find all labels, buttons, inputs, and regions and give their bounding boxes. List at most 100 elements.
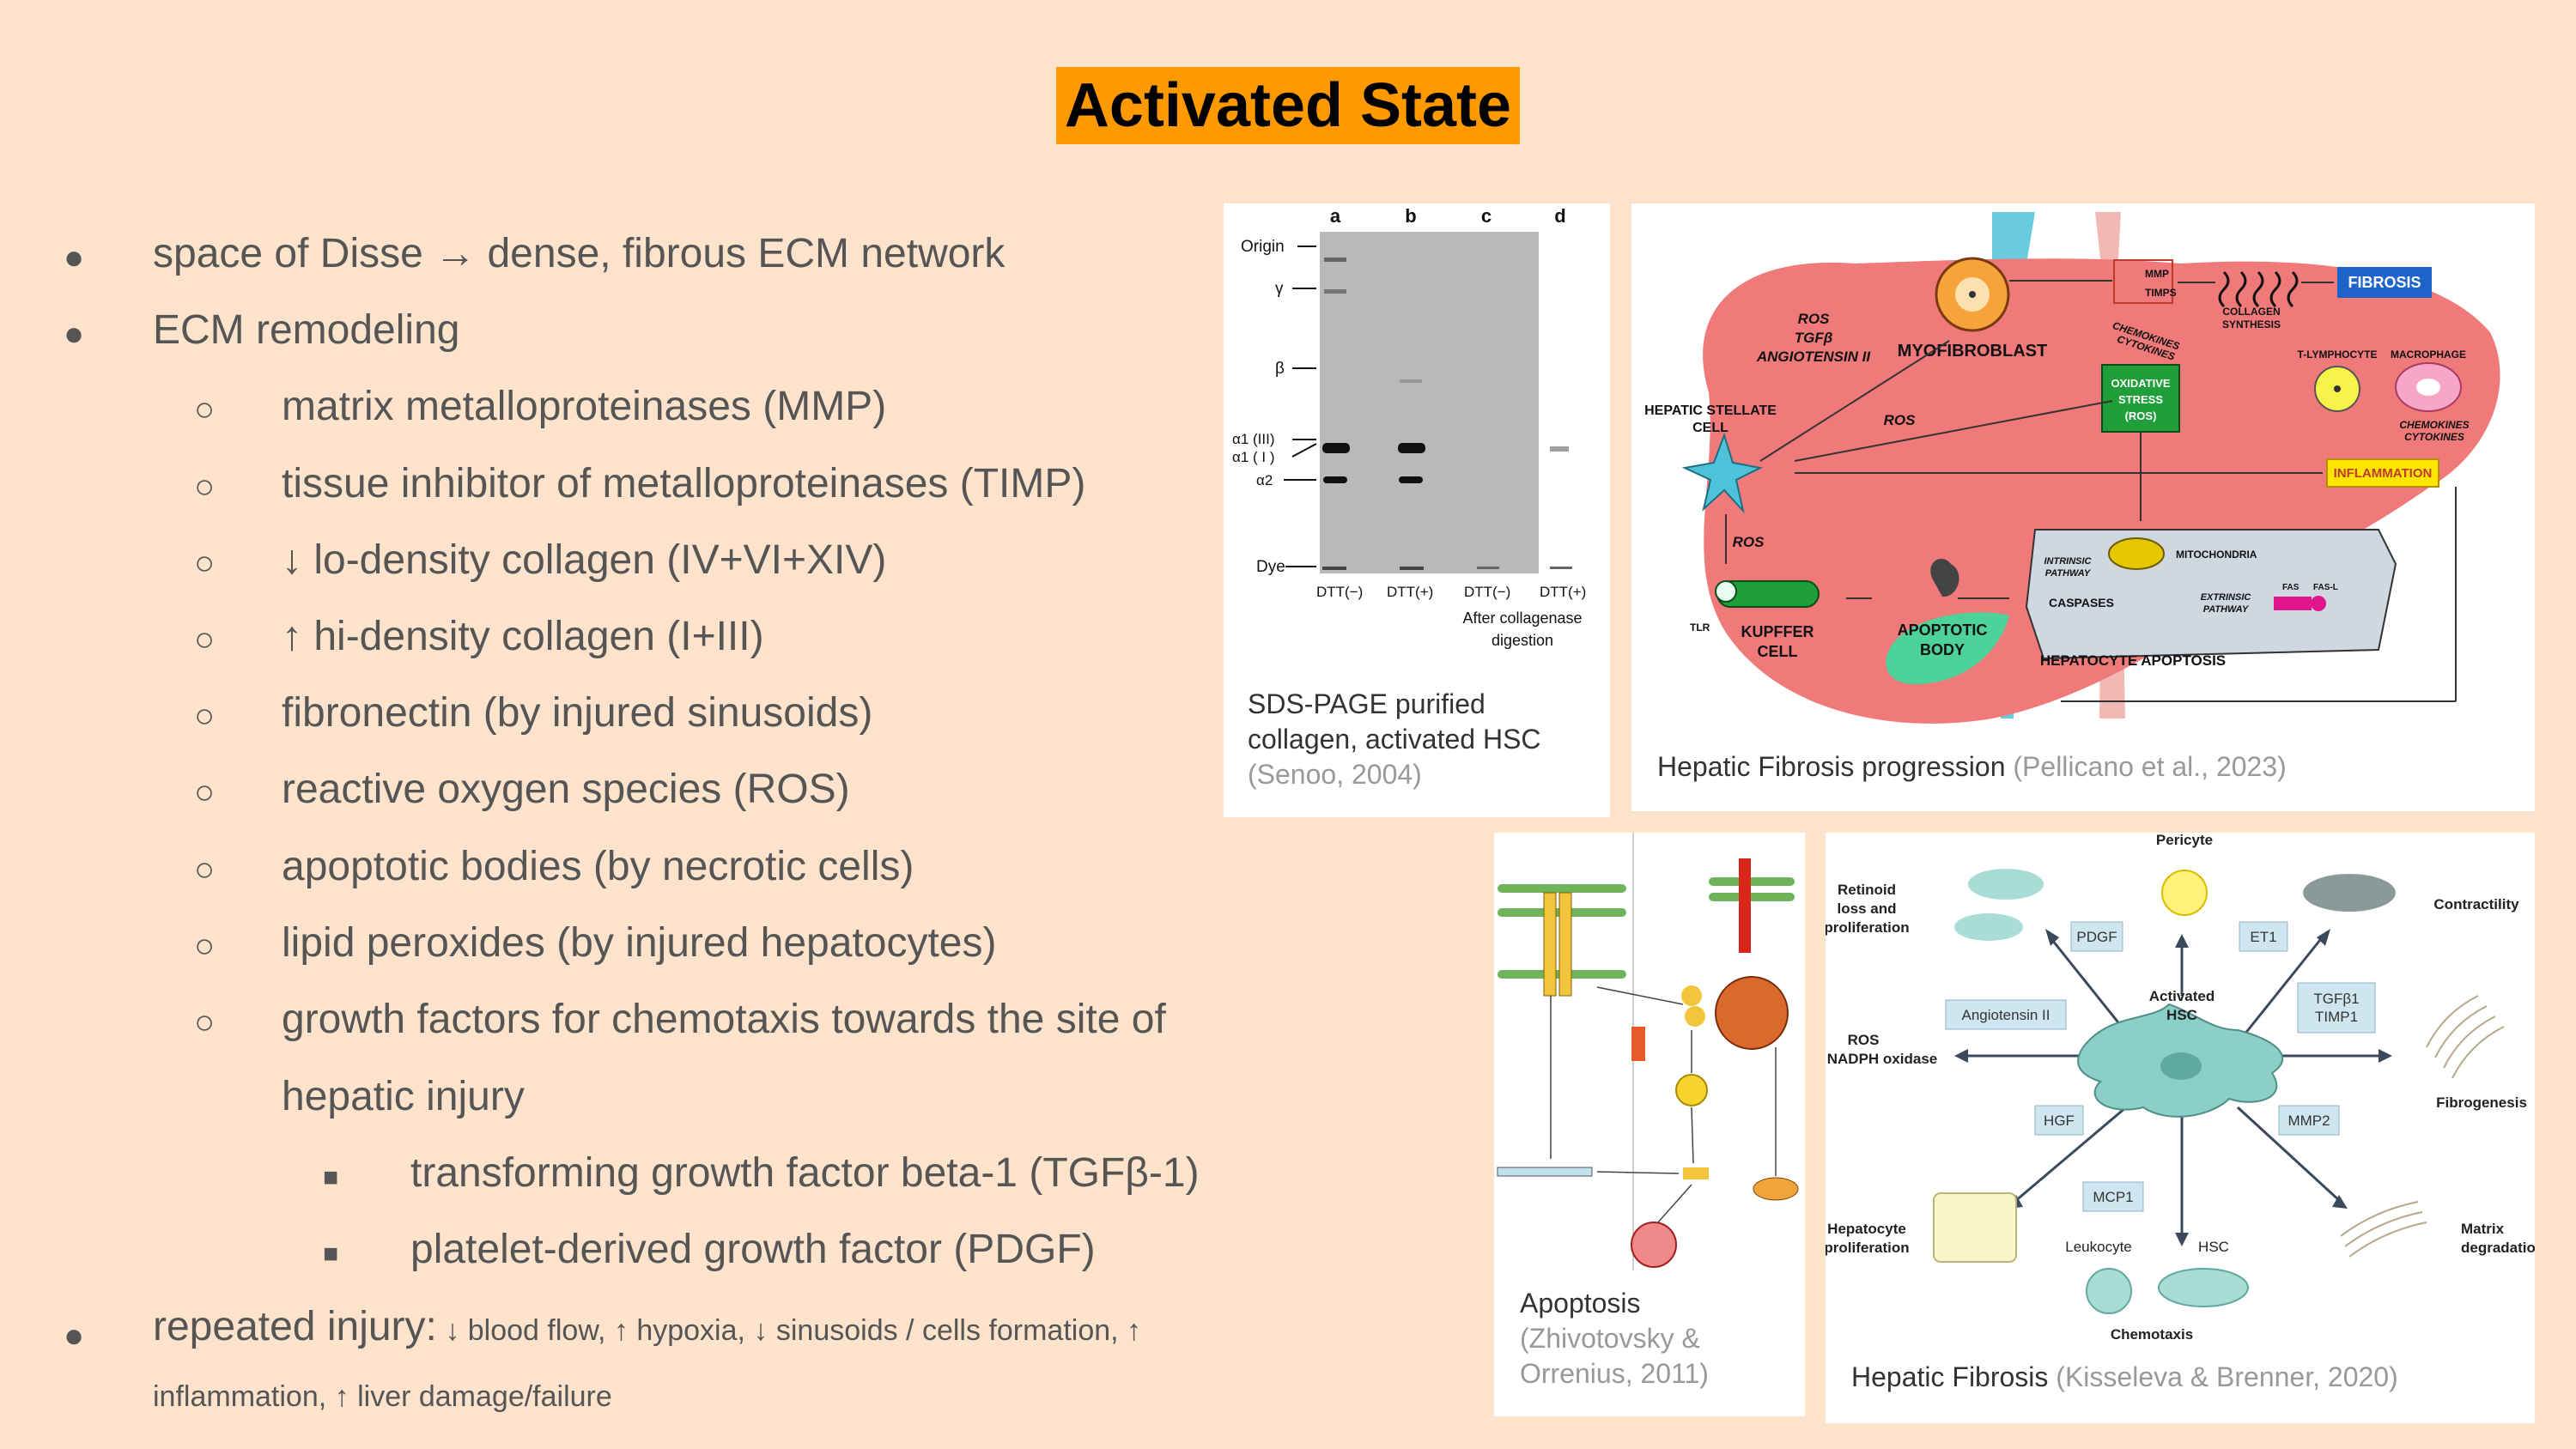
- angiotensin-tag: [1945, 999, 2067, 1030]
- hepatocyte-icon: [1933, 1192, 2017, 1263]
- mitochondrion-icon: [1715, 976, 1789, 1050]
- gel-row-label: α2: [1256, 472, 1273, 488]
- label-fasl: FAS-L: [2313, 583, 2338, 592]
- death-substrates: [1497, 1167, 1593, 1177]
- gel-row-label: γ: [1275, 280, 1284, 298]
- bullet-circle-icon: ○: [194, 621, 216, 658]
- label-cytokines: CYTOKINES: [2404, 431, 2464, 443]
- bullet-circle-icon: ○: [194, 927, 216, 965]
- bullet-list: ● space of Disse → dense, fibrous ECM ne…: [0, 0, 1219, 1449]
- hepatic-stellate-cell: [1681, 432, 1764, 514]
- lane-condition-label: DTT(+): [1387, 584, 1433, 600]
- label-timps: TIMPS: [2145, 287, 2177, 299]
- label-chemotaxis: Chemotaxis: [2111, 1326, 2193, 1343]
- bullet-disc-icon: ●: [64, 315, 85, 353]
- gel-arrows: [1284, 246, 1317, 567]
- sub-bullet-item: matrix metalloproteinases (MMP): [282, 384, 887, 429]
- hsc-figure-card: Activated HSC Pericyte Retinoid loss and…: [1824, 832, 2544, 1423]
- label-intrinsic: INTRINSIC: [2044, 556, 2093, 567]
- sub-bullet-item: ↓ lo-density collagen (IV+VI+XIV): [282, 537, 887, 583]
- collagen-fibers-icon: [2218, 270, 2299, 308]
- apoptosis-citation: (Zhivotovsky &: [1520, 1322, 1700, 1354]
- label-oxidative: (ROS): [2125, 409, 2157, 422]
- label-mmp: MMP: [2145, 268, 2169, 280]
- death-receptor: [1543, 892, 1557, 997]
- bullet-circle-icon: ○: [194, 773, 216, 811]
- sub-bullet-item: reactive oxygen species (ROS): [282, 767, 850, 812]
- hsc-arrowheads: [1954, 929, 2392, 1246]
- lane-label: d: [1554, 205, 1565, 227]
- bullet-circle-icon: ○: [194, 851, 216, 888]
- hsc-citation: (Kisseleva & Brenner, 2020): [2056, 1361, 2398, 1392]
- bullet-circle-icon: ○: [194, 544, 216, 582]
- label-myofibroblast: MYOFIBROBLAST: [1898, 342, 2047, 361]
- lane-label: b: [1405, 205, 1416, 227]
- label-hsc: CELL: [1692, 421, 1728, 435]
- label-hgf: HGF: [2044, 1113, 2075, 1129]
- lane-label: a: [1330, 205, 1341, 227]
- label-kupffer: CELL: [1758, 643, 1798, 660]
- gel-figure-card: a b c d Origin γ β α1 (III) α1 ( I ) α2 …: [1224, 203, 1610, 817]
- gel-note: After collagenase: [1462, 609, 1582, 627]
- sub-bullet-item: apoptotic bodies (by necrotic cells): [282, 844, 914, 889]
- label-hsc-small: HSC: [2198, 1239, 2229, 1255]
- inflammation-box: [2326, 458, 2439, 488]
- label-activated-hsc: Activated: [2149, 988, 2215, 1004]
- liver-figure-card: MYOFIBROBLAST ROS TGFβ ANGIOTENSIN II RO…: [1631, 203, 2535, 811]
- lane-condition-label: DTT(−): [1316, 584, 1363, 600]
- label-et1: ET1: [2250, 929, 2276, 945]
- pdgf-tag: [2070, 921, 2123, 952]
- sub-bullet-item: growth factors for chemotaxis towards th…: [282, 997, 1166, 1042]
- sub-sub-bullet-item: platelet-derived growth factor (PDGF): [410, 1227, 1096, 1272]
- membrane-beads: [1498, 877, 1795, 979]
- gel-image: a b c d Origin γ β α1 (III) α1 ( I ) α2 …: [1232, 205, 1586, 649]
- label-extrinsic: PATHWAY: [2203, 604, 2250, 615]
- label-oxidative: STRESS: [2118, 393, 2163, 406]
- gel-bands: [1322, 258, 1572, 570]
- mmp2-tag: [2278, 1105, 2340, 1136]
- label-activated-hsc: HSC: [2166, 1007, 2197, 1023]
- fas-ligand: [2311, 596, 2326, 611]
- et1-tag: [2239, 921, 2288, 952]
- bullet-circle-icon: ○: [194, 697, 216, 735]
- bullet-item: space of Disse → dense, fibrous ECM netw…: [153, 231, 1005, 276]
- label-t-lymphocyte: T-LYMPHOCYTE: [2298, 349, 2378, 361]
- label-tlr: TLR: [1690, 621, 1710, 634]
- hsc-hub-diagram: Activated HSC Pericyte Retinoid loss and…: [1824, 832, 2544, 1343]
- apoptosis-arrows: [1550, 986, 1777, 1224]
- apoptotic-body-icon: [1930, 558, 1959, 597]
- label-intrinsic: PATHWAY: [2045, 568, 2092, 579]
- apoptotic-cell-icon: [1631, 1222, 1677, 1268]
- label-caspases: CASPASES: [2049, 596, 2114, 609]
- label-ros-block: ROS: [1798, 311, 1831, 327]
- label-timp1: TIMP1: [2315, 1009, 2358, 1025]
- bullet-item: ECM remodeling: [153, 307, 460, 353]
- gel-note: digestion: [1492, 632, 1553, 649]
- fibrogenesis-icon: [2426, 995, 2505, 1079]
- fas-receptor: [2274, 597, 2312, 610]
- bullet-circle-icon: ○: [194, 1003, 216, 1041]
- gel-row-label: α1 ( I ): [1232, 449, 1275, 465]
- label-hepatocyte: proliferation: [1826, 1240, 1910, 1256]
- label-fibrosis: FIBROSIS: [2348, 274, 2421, 291]
- bullet-square-icon: ■: [323, 1240, 339, 1268]
- label-extrinsic: EXTRINSIC: [2201, 592, 2252, 603]
- fibrosis-box: [2337, 267, 2432, 298]
- bullet-item-lead: repeated injury:: [153, 1304, 437, 1349]
- dna-icon: [1753, 1177, 1799, 1201]
- label-pericyte: Pericyte: [2156, 833, 2213, 848]
- bullet-item-rest: ↓ blood flow, ↑ hypoxia, ↓ sinusoids / c…: [436, 1314, 1142, 1347]
- hsc-caption: Hepatic Fibrosis (Kisseleva & Brenner, 2…: [1851, 1361, 2398, 1392]
- apoptosome-icon: [1675, 1074, 1708, 1106]
- bullet-disc-icon: ●: [64, 239, 85, 276]
- label-retinoid: Retinoid: [1838, 882, 1896, 898]
- liver-diagram: MYOFIBROBLAST ROS TGFβ ANGIOTENSIN II RO…: [1644, 212, 2500, 724]
- bullet-circle-icon: ○: [194, 391, 216, 428]
- matrix-degradation-icon: [2340, 1201, 2427, 1258]
- sub-bullet-item: lipid peroxides (by injured hepatocytes): [282, 920, 997, 966]
- gel-row-label: β: [1275, 360, 1285, 378]
- apoptosis-diagram: [1497, 833, 1799, 1270]
- label-mitochondria: MITOCHONDRIA: [2176, 549, 2257, 561]
- gel-row-label: Origin: [1241, 238, 1285, 256]
- label-ros: ROS: [1733, 534, 1765, 550]
